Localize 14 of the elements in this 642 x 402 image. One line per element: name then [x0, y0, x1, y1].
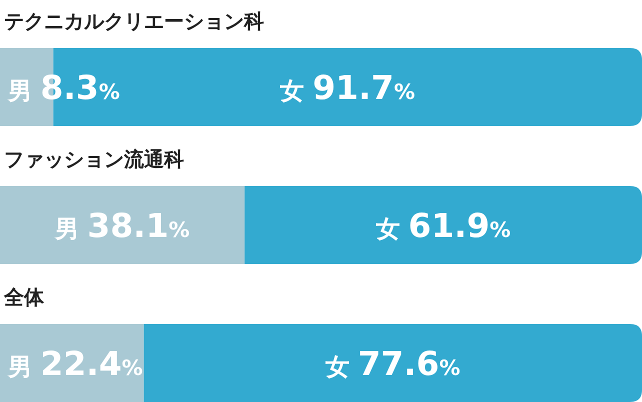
- series-label: 女: [279, 77, 313, 105]
- y-tick-label: ファッション流通科: [4, 147, 184, 171]
- data-label: 77.6%: [358, 344, 460, 383]
- y-tick-label: テクニカルクリエーション科: [4, 9, 264, 33]
- series-label: 男: [7, 77, 40, 105]
- data-label: 38.1%: [87, 206, 190, 245]
- data-label: 91.7%: [312, 68, 416, 107]
- data-label: 61.9%: [408, 206, 511, 245]
- text: 男: [8, 353, 32, 381]
- text: 女: [325, 353, 350, 381]
- text: 男: [54, 215, 79, 243]
- text: 女: [376, 215, 400, 243]
- data-label: 22.4%: [40, 344, 143, 383]
- y-tick-label: 全体: [3, 285, 45, 309]
